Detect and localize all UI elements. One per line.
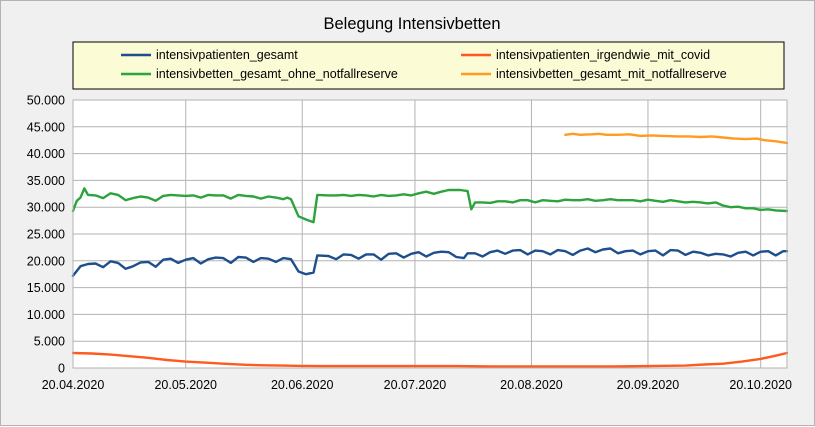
x-tick-label: 20.08.2020 [500, 378, 563, 392]
legend: intensivpatienten_gesamt intensivpatiente… [72, 41, 785, 90]
x-tick-label: 20.10.2020 [729, 378, 792, 392]
plot-border [72, 99, 788, 369]
series-line-4 [564, 132, 789, 145]
y-tick-label: 30.000 [27, 201, 65, 215]
y-tick-label: 50.000 [27, 94, 65, 108]
series-line-1 [71, 247, 789, 277]
y-tick-label: 10.000 [27, 308, 65, 322]
legend-label: intensivpatienten_gesamt [156, 48, 298, 62]
x-tick-label: 20.06.2020 [271, 378, 334, 392]
y-tick-label: 15.000 [27, 281, 65, 295]
y-tick-label: 35.000 [27, 174, 65, 188]
y-tick-label: 0 [58, 362, 65, 376]
series-layer [71, 132, 789, 368]
legend-box [72, 41, 785, 90]
legend-label: intensivbetten_gesamt_ohne_notfallreserv… [156, 67, 398, 81]
y-tick-label: 5.000 [34, 335, 65, 349]
plot-area [71, 99, 789, 369]
x-tick-label: 20.07.2020 [384, 378, 447, 392]
x-axis: 20.04.2020 20.05.2020 20.06.2020 20.07.2020… [42, 378, 792, 392]
y-tick-label: 25.000 [27, 228, 65, 242]
legend-label: intensivbetten_gesamt_mit_notfallreserve [496, 67, 727, 81]
chart-title: Belegung Intensivbetten [323, 15, 500, 33]
y-tick-label: 20.000 [27, 254, 65, 268]
x-tick-label: 20.05.2020 [154, 378, 217, 392]
y-tick-label: 40.000 [27, 147, 65, 161]
x-tick-label: 20.04.2020 [42, 378, 105, 392]
y-axis: 0 5.000 10.000 15.000 20.000 25.000 30.000 35.0… [27, 94, 65, 376]
legend-label: intensivpatienten_irgendwie_mit_covid [496, 48, 710, 62]
series-line-3 [71, 187, 789, 224]
y-tick-label: 45.000 [27, 120, 65, 134]
series-line-2 [71, 351, 789, 368]
x-tick-label: 20.09.2020 [617, 378, 680, 392]
